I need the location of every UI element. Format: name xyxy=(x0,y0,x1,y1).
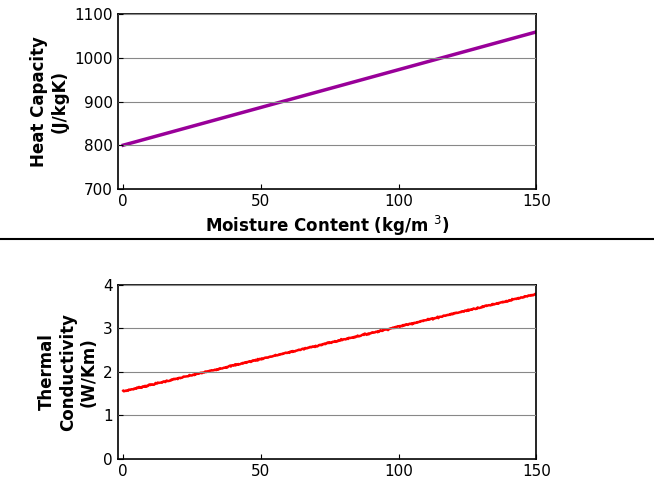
Y-axis label: Thermal
Conductivity
(W/Km): Thermal Conductivity (W/Km) xyxy=(38,313,97,431)
X-axis label: Moisture Content (kg/m $^{3}$): Moisture Content (kg/m $^{3}$) xyxy=(205,214,449,238)
Y-axis label: Heat Capacity
(J/kgK): Heat Capacity (J/kgK) xyxy=(30,36,69,167)
